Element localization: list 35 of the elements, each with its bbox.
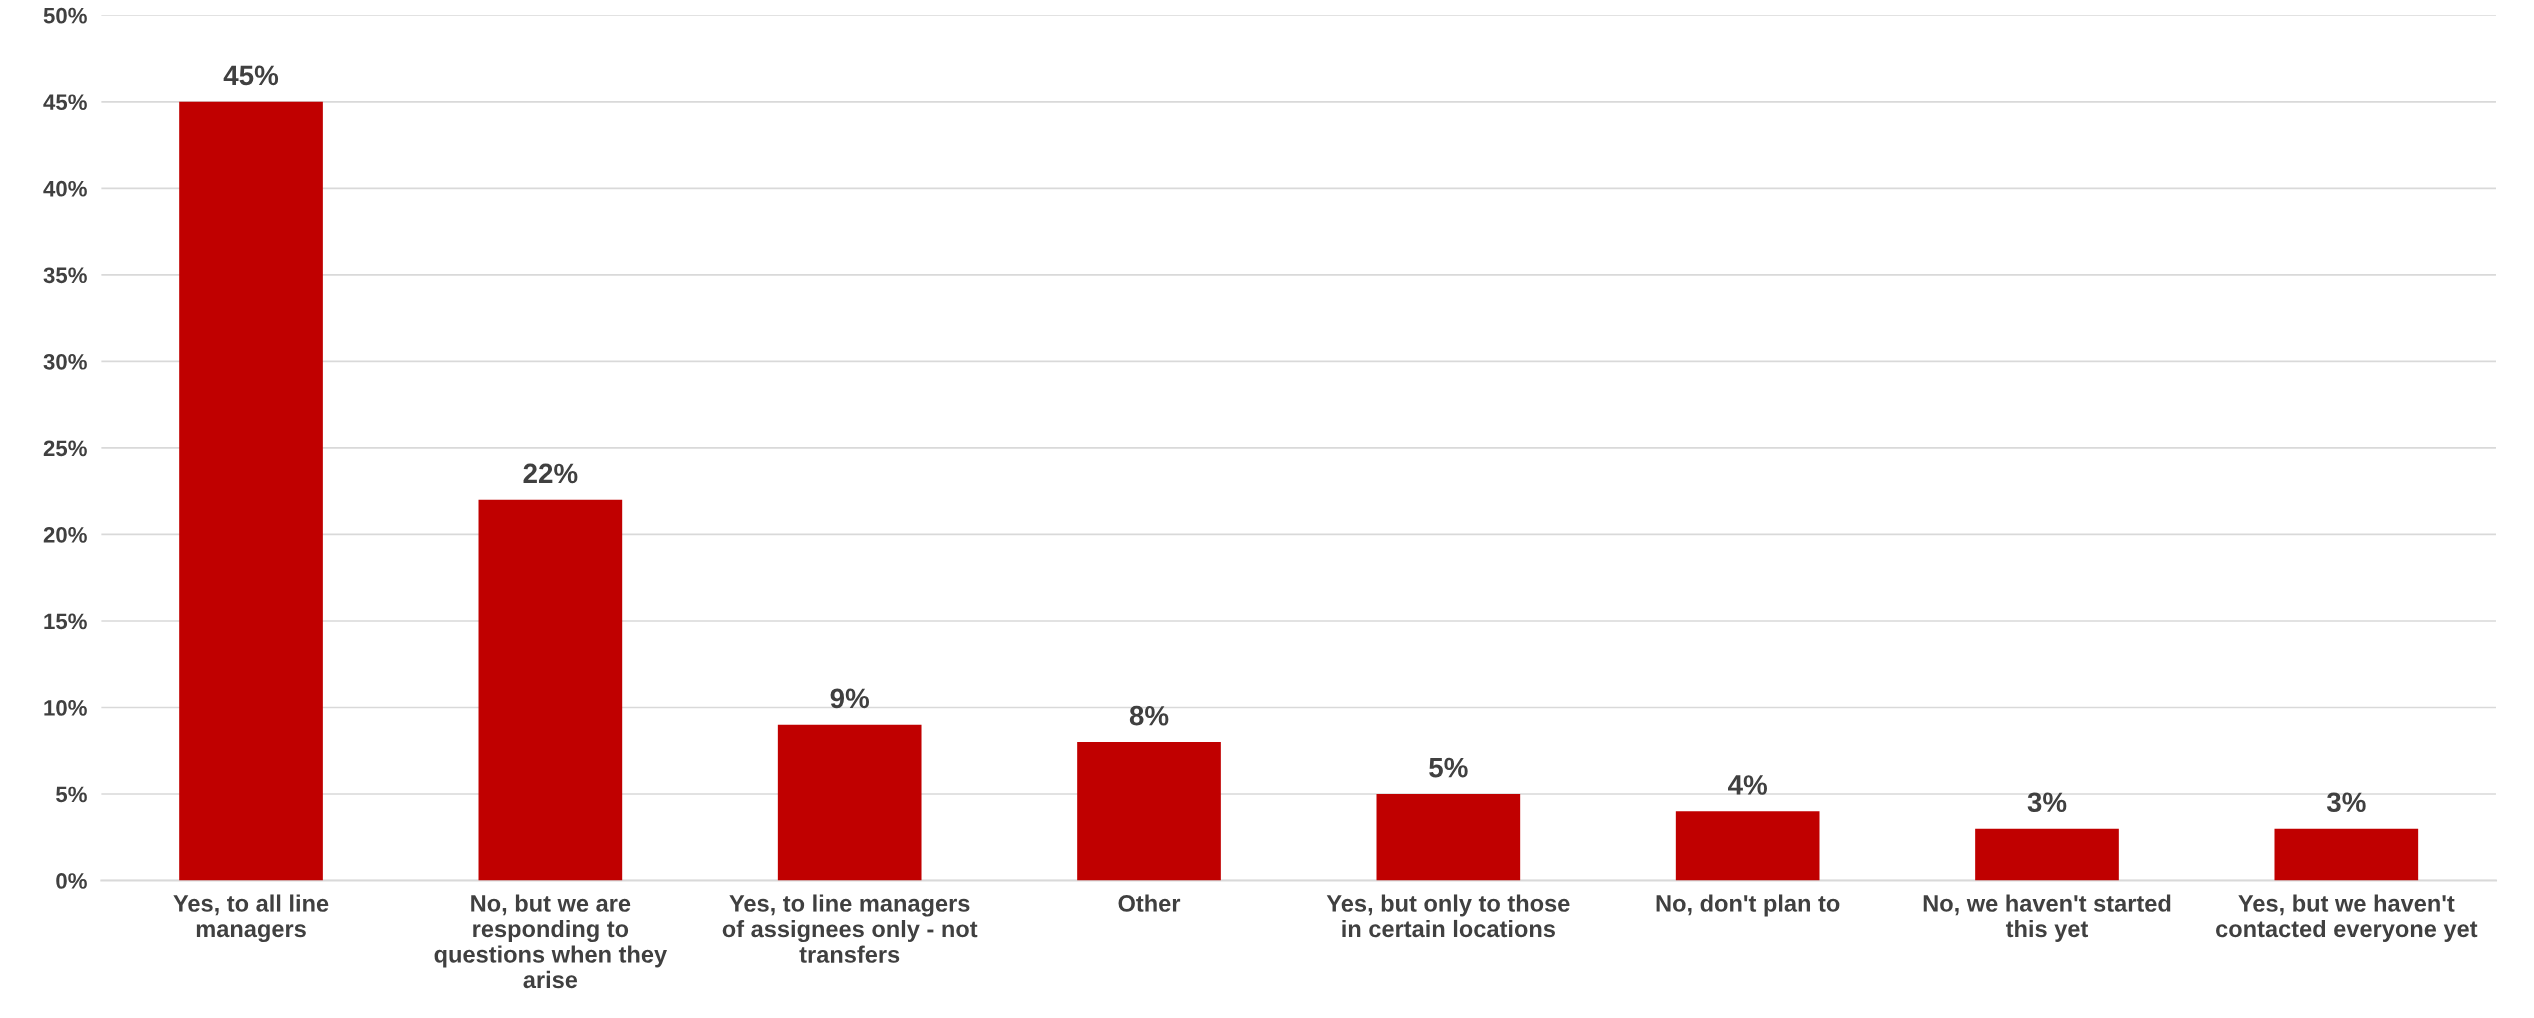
y-tick-label: 30% [43,353,87,370]
y-tick-label: 25% [43,440,87,457]
bar [478,499,623,881]
y-tick-label: 45% [43,94,87,111]
x-tick-label: Yes, to all line managers [173,894,329,942]
data-label: 3% [2027,792,2067,813]
data-label: 8% [1129,705,1169,726]
bar [1975,828,2119,881]
y-tick-label: 40% [43,180,87,197]
data-label: 4% [1728,775,1768,795]
x-tick-label: No, but we are responding to questions when they arise [434,894,667,989]
data-label: 3% [2326,792,2366,813]
y-tick-label: 20% [43,526,87,543]
x-tick-label: Yes, to line managers of assignees only - not transfers [722,894,978,963]
bar [1077,742,1221,881]
x-tick-label: Yes, but we haven't contacted everyone yet [2216,894,2478,942]
data-label: 45% [223,65,279,86]
y-tick-label: 15% [44,613,87,630]
data-label: 5% [1429,757,1468,778]
y-tick-label: 10% [44,700,87,716]
y-tick-label: 5% [56,786,87,803]
y-tick-label: 0% [56,873,87,889]
x-tick-label: Other [1118,894,1181,912]
x-tick-label: No, we haven't started this yet [1923,894,2171,942]
bar [1675,811,1820,881]
x-tick-label: Yes, but only to those in certain locations [1326,894,1570,938]
data-label: 9% [830,688,870,709]
bar [179,101,323,881]
y-tick-label: 35% [43,267,87,284]
bar [1376,794,1521,881]
y-tick-label: 50% [43,7,87,24]
bar [777,724,922,881]
bar [2274,828,2419,881]
data-label: 22% [523,463,578,484]
x-tick-label: No, don't plan to [1656,894,1840,917]
